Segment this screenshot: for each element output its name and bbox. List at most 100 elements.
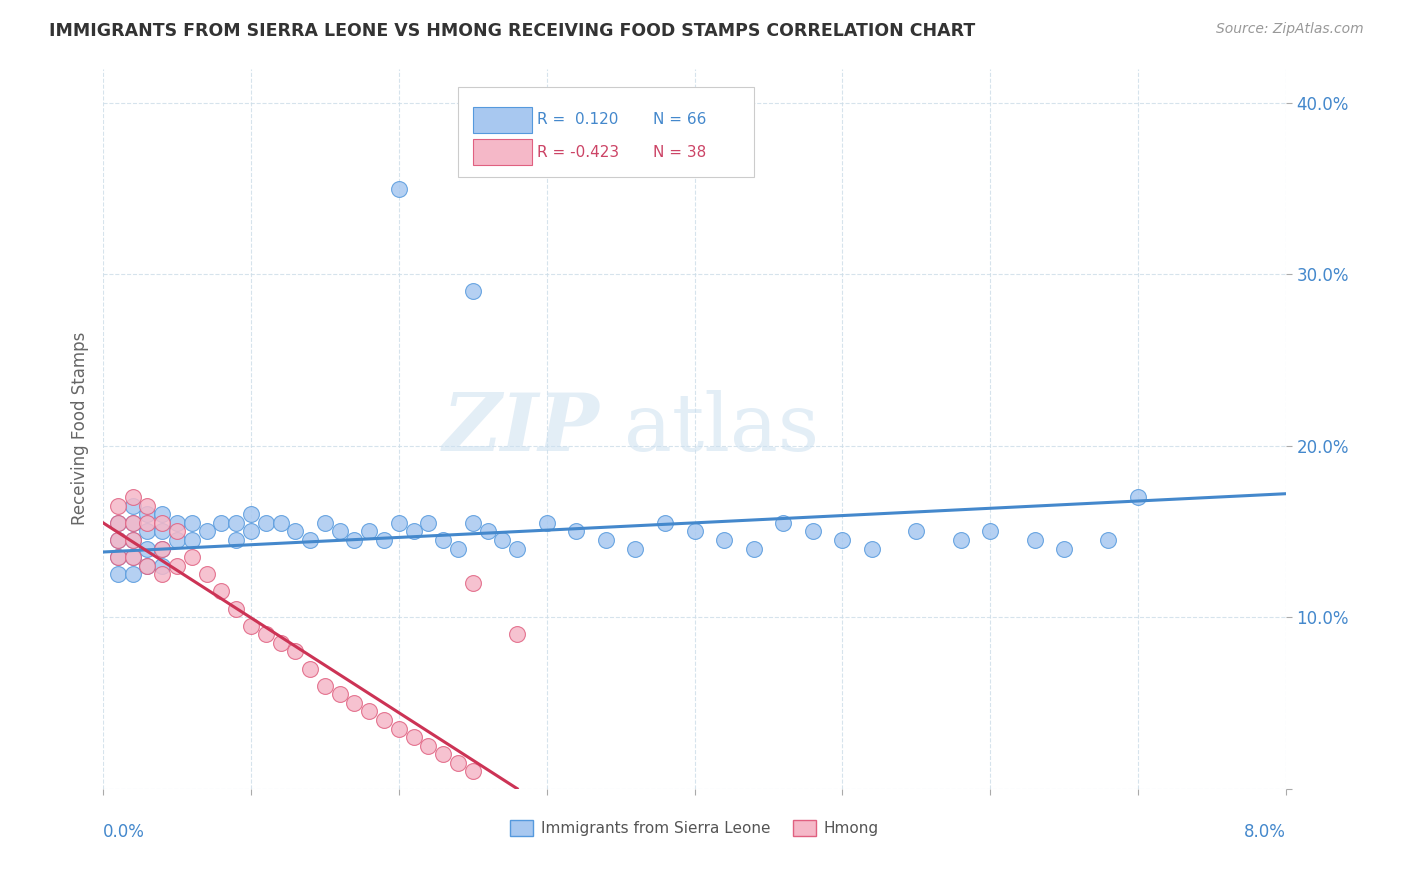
Point <box>373 713 395 727</box>
Point <box>166 516 188 530</box>
Point <box>107 499 129 513</box>
FancyBboxPatch shape <box>474 107 533 133</box>
Point <box>136 516 159 530</box>
Text: IMMIGRANTS FROM SIERRA LEONE VS HMONG RECEIVING FOOD STAMPS CORRELATION CHART: IMMIGRANTS FROM SIERRA LEONE VS HMONG RE… <box>49 22 976 40</box>
Point <box>150 524 173 539</box>
Point <box>624 541 647 556</box>
Point <box>299 662 322 676</box>
Point <box>772 516 794 530</box>
Point <box>136 558 159 573</box>
Point <box>121 516 143 530</box>
Point <box>447 541 470 556</box>
Point <box>209 516 232 530</box>
Point <box>343 696 366 710</box>
Point <box>506 627 529 641</box>
Point <box>107 516 129 530</box>
Point <box>1126 490 1149 504</box>
Point <box>447 756 470 770</box>
Point <box>270 636 292 650</box>
Text: Source: ZipAtlas.com: Source: ZipAtlas.com <box>1216 22 1364 37</box>
Point <box>477 524 499 539</box>
Text: N = 38: N = 38 <box>654 145 706 160</box>
Point <box>831 533 853 547</box>
Point <box>166 533 188 547</box>
Point <box>254 627 277 641</box>
Point <box>491 533 513 547</box>
Point <box>166 558 188 573</box>
Point <box>121 533 143 547</box>
Point <box>683 524 706 539</box>
Point <box>284 644 307 658</box>
Point <box>979 524 1001 539</box>
Point <box>150 508 173 522</box>
Point <box>180 550 202 565</box>
Point <box>240 508 263 522</box>
Point <box>136 524 159 539</box>
Point <box>136 508 159 522</box>
Point <box>373 533 395 547</box>
Point <box>240 618 263 632</box>
Point <box>284 524 307 539</box>
Point <box>136 558 159 573</box>
Point <box>150 558 173 573</box>
Point <box>860 541 883 556</box>
Point <box>150 541 173 556</box>
Point <box>254 516 277 530</box>
Point <box>180 533 202 547</box>
Point <box>388 181 411 195</box>
Point <box>121 490 143 504</box>
FancyBboxPatch shape <box>458 87 754 177</box>
Point <box>461 516 484 530</box>
Point <box>107 533 129 547</box>
Point <box>150 567 173 582</box>
Point <box>388 516 411 530</box>
Point <box>136 541 159 556</box>
Point <box>240 524 263 539</box>
Text: N = 66: N = 66 <box>654 112 706 128</box>
Point <box>136 499 159 513</box>
Point <box>949 533 972 547</box>
Point <box>121 533 143 547</box>
Point <box>121 550 143 565</box>
Point <box>329 687 352 701</box>
Point <box>388 722 411 736</box>
Text: atlas: atlas <box>623 390 818 467</box>
Point <box>595 533 617 547</box>
FancyBboxPatch shape <box>474 139 533 165</box>
Point <box>742 541 765 556</box>
Point <box>418 516 440 530</box>
Point <box>1097 533 1119 547</box>
Point <box>107 567 129 582</box>
Point <box>359 705 381 719</box>
Point <box>121 550 143 565</box>
Point <box>166 524 188 539</box>
Point <box>195 524 218 539</box>
Point <box>801 524 824 539</box>
Point <box>536 516 558 530</box>
Point <box>299 533 322 547</box>
Point <box>209 584 232 599</box>
Point <box>150 541 173 556</box>
Point <box>195 567 218 582</box>
Point <box>107 516 129 530</box>
Point <box>1053 541 1076 556</box>
Point <box>150 516 173 530</box>
Point <box>461 575 484 590</box>
Point <box>314 679 336 693</box>
Point <box>359 524 381 539</box>
Legend: Immigrants from Sierra Leone, Hmong: Immigrants from Sierra Leone, Hmong <box>505 814 884 842</box>
Point <box>121 516 143 530</box>
Text: 8.0%: 8.0% <box>1244 823 1286 841</box>
Point <box>432 747 454 762</box>
Point <box>329 524 352 539</box>
Point <box>107 533 129 547</box>
Point <box>1024 533 1046 547</box>
Point <box>107 550 129 565</box>
Text: ZIP: ZIP <box>443 390 600 467</box>
Point <box>654 516 676 530</box>
Point <box>402 730 425 744</box>
Point <box>225 533 247 547</box>
Point <box>314 516 336 530</box>
Point <box>402 524 425 539</box>
Point <box>225 516 247 530</box>
